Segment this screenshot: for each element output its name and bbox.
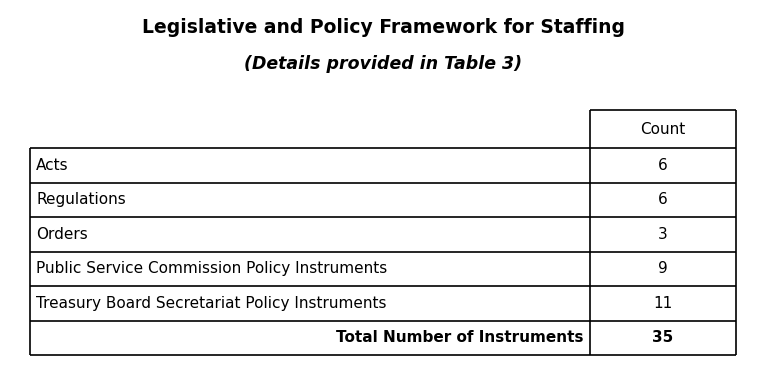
- Text: 6: 6: [658, 158, 668, 173]
- Text: Legislative and Policy Framework for Staffing: Legislative and Policy Framework for Sta…: [142, 18, 624, 37]
- Text: Total Number of Instruments: Total Number of Instruments: [336, 330, 584, 345]
- Text: Acts: Acts: [36, 158, 69, 173]
- Text: 35: 35: [653, 330, 673, 345]
- Text: (Details provided in Table 3): (Details provided in Table 3): [244, 55, 522, 73]
- Text: 3: 3: [658, 227, 668, 242]
- Text: 11: 11: [653, 296, 673, 311]
- Text: Orders: Orders: [36, 227, 88, 242]
- Text: Count: Count: [640, 121, 686, 137]
- Text: Regulations: Regulations: [36, 192, 126, 207]
- Text: Public Service Commission Policy Instruments: Public Service Commission Policy Instrum…: [36, 261, 388, 276]
- Text: 6: 6: [658, 192, 668, 207]
- Text: 9: 9: [658, 261, 668, 276]
- Text: Treasury Board Secretariat Policy Instruments: Treasury Board Secretariat Policy Instru…: [36, 296, 387, 311]
